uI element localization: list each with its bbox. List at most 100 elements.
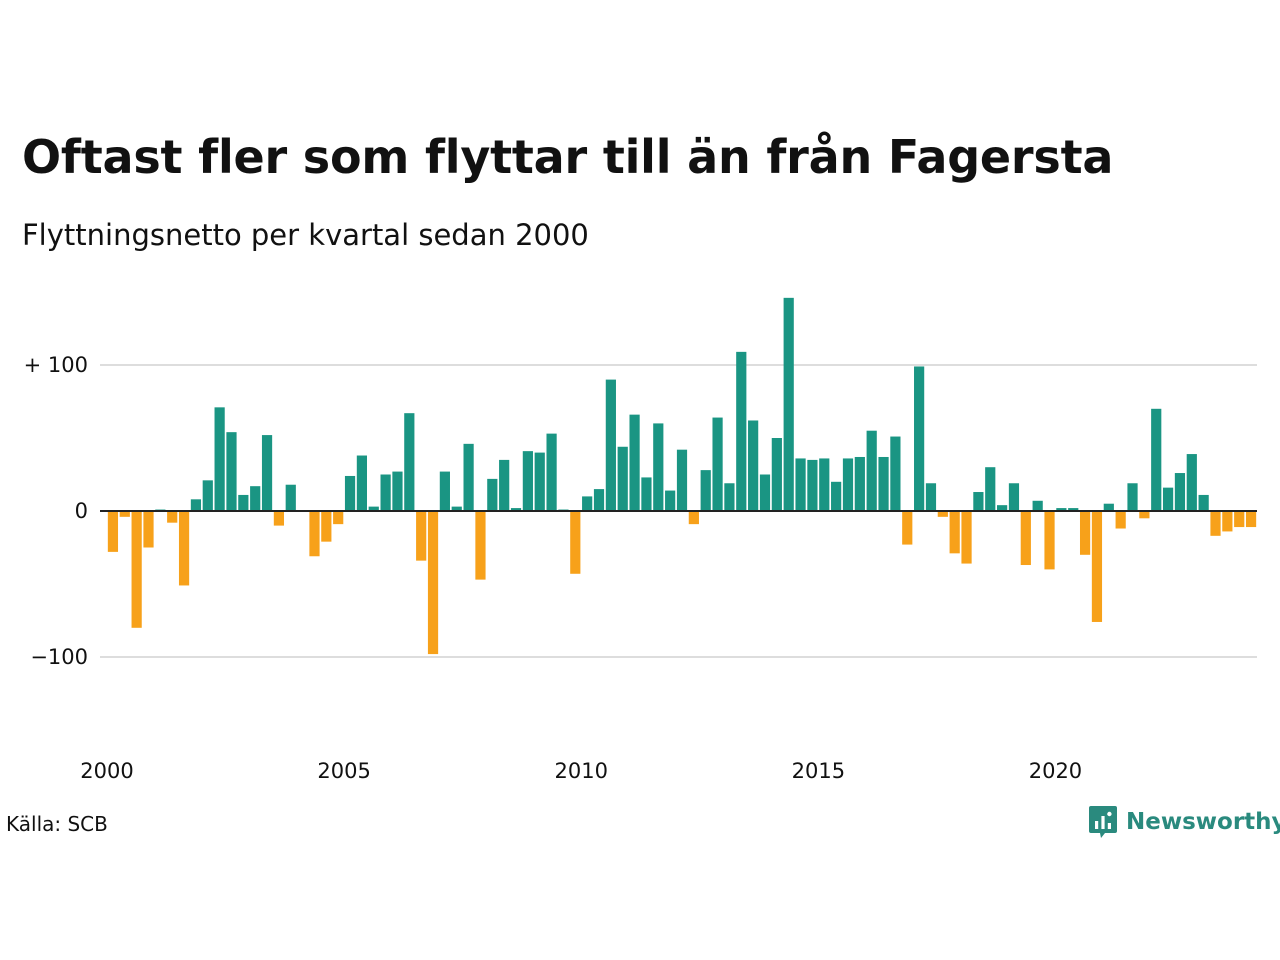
bar bbox=[333, 511, 344, 525]
y-tick-label: −100 bbox=[30, 645, 88, 669]
bar bbox=[427, 511, 439, 655]
bar bbox=[1186, 454, 1197, 511]
bar bbox=[783, 297, 794, 511]
bar bbox=[356, 455, 367, 511]
bar bbox=[1020, 511, 1031, 566]
bar bbox=[451, 506, 462, 511]
bar bbox=[439, 471, 450, 511]
bar bbox=[724, 483, 735, 511]
bar bbox=[1127, 483, 1138, 511]
bar bbox=[119, 511, 130, 517]
bar bbox=[167, 511, 178, 523]
bar bbox=[1032, 500, 1043, 511]
bar bbox=[748, 420, 759, 511]
bar bbox=[914, 366, 925, 511]
bar bbox=[475, 511, 486, 580]
bar bbox=[321, 511, 332, 542]
bar bbox=[202, 480, 213, 511]
bar bbox=[712, 417, 723, 511]
bar bbox=[795, 458, 806, 511]
bar bbox=[404, 413, 415, 511]
bar bbox=[190, 499, 202, 511]
bars bbox=[107, 297, 1257, 655]
bar bbox=[131, 511, 142, 628]
bar bbox=[665, 490, 676, 511]
bar bbox=[546, 433, 557, 511]
bar bbox=[1139, 511, 1150, 519]
bar bbox=[1103, 503, 1114, 511]
brand-logo: Newsworthy bbox=[1088, 804, 1280, 840]
bar bbox=[534, 452, 545, 511]
bar bbox=[1234, 511, 1245, 528]
bar bbox=[902, 511, 913, 545]
bar bbox=[593, 489, 605, 511]
bar bbox=[1210, 511, 1221, 536]
bar bbox=[890, 436, 901, 511]
bar bbox=[522, 451, 533, 511]
bar bbox=[807, 459, 818, 511]
bar bbox=[961, 511, 972, 564]
bar-chart: + 100 0 −100 2000 2005 2010 2015 2020 bbox=[24, 297, 1257, 783]
bar bbox=[178, 511, 190, 586]
chart-subtitle: Flyttningsnetto per kvartal sedan 2000 bbox=[22, 218, 589, 252]
bar bbox=[866, 430, 877, 511]
bar bbox=[819, 458, 830, 511]
bar bbox=[1068, 508, 1079, 511]
newsworthy-logo-icon bbox=[1089, 806, 1117, 838]
grid-lines bbox=[100, 364, 1257, 658]
bar bbox=[510, 508, 522, 511]
bar bbox=[605, 379, 616, 511]
y-tick-label: + 100 bbox=[24, 353, 88, 377]
chart-title: Oftast fler som flyttar till än från Fag… bbox=[22, 130, 1114, 184]
bar bbox=[1162, 487, 1174, 511]
bar bbox=[629, 414, 640, 511]
y-tick-label: 0 bbox=[75, 499, 88, 523]
bar bbox=[285, 484, 296, 511]
bar bbox=[309, 511, 320, 557]
bar bbox=[499, 459, 510, 511]
bar bbox=[463, 443, 474, 511]
source-note: Källa: SCB bbox=[6, 812, 108, 836]
bar bbox=[416, 511, 427, 561]
bar bbox=[380, 474, 391, 511]
bar bbox=[1091, 511, 1103, 622]
bar bbox=[226, 432, 237, 511]
x-tick-label: 2010 bbox=[555, 759, 608, 783]
bar bbox=[143, 511, 154, 548]
bar bbox=[676, 449, 688, 511]
bar bbox=[582, 496, 593, 511]
bar bbox=[1079, 511, 1091, 555]
y-axis-labels: + 100 0 −100 bbox=[24, 353, 88, 669]
bar bbox=[344, 475, 356, 511]
bar bbox=[1044, 511, 1055, 570]
bar bbox=[1198, 494, 1209, 511]
bar bbox=[842, 458, 854, 511]
bar bbox=[273, 511, 285, 526]
bar bbox=[1151, 408, 1162, 511]
bar bbox=[937, 511, 948, 517]
x-tick-label: 2000 bbox=[80, 759, 133, 783]
bar bbox=[759, 474, 771, 511]
brand-name: Newsworthy bbox=[1126, 809, 1280, 835]
bar bbox=[949, 511, 960, 554]
bar bbox=[771, 438, 782, 511]
bar bbox=[1008, 483, 1020, 511]
bar bbox=[214, 407, 225, 511]
bar bbox=[1056, 508, 1067, 511]
bar bbox=[570, 511, 581, 574]
bar bbox=[973, 492, 984, 511]
bar bbox=[854, 456, 865, 511]
bar bbox=[392, 471, 403, 511]
bar bbox=[487, 478, 498, 511]
bar bbox=[250, 486, 261, 511]
bar bbox=[925, 483, 937, 511]
bar bbox=[997, 505, 1008, 511]
bar bbox=[261, 435, 273, 511]
bar bbox=[878, 456, 889, 511]
bar bbox=[1222, 511, 1233, 532]
x-tick-label: 2020 bbox=[1029, 759, 1082, 783]
bar bbox=[653, 423, 664, 511]
bar bbox=[238, 494, 249, 511]
bar bbox=[368, 506, 379, 511]
x-tick-label: 2005 bbox=[317, 759, 370, 783]
